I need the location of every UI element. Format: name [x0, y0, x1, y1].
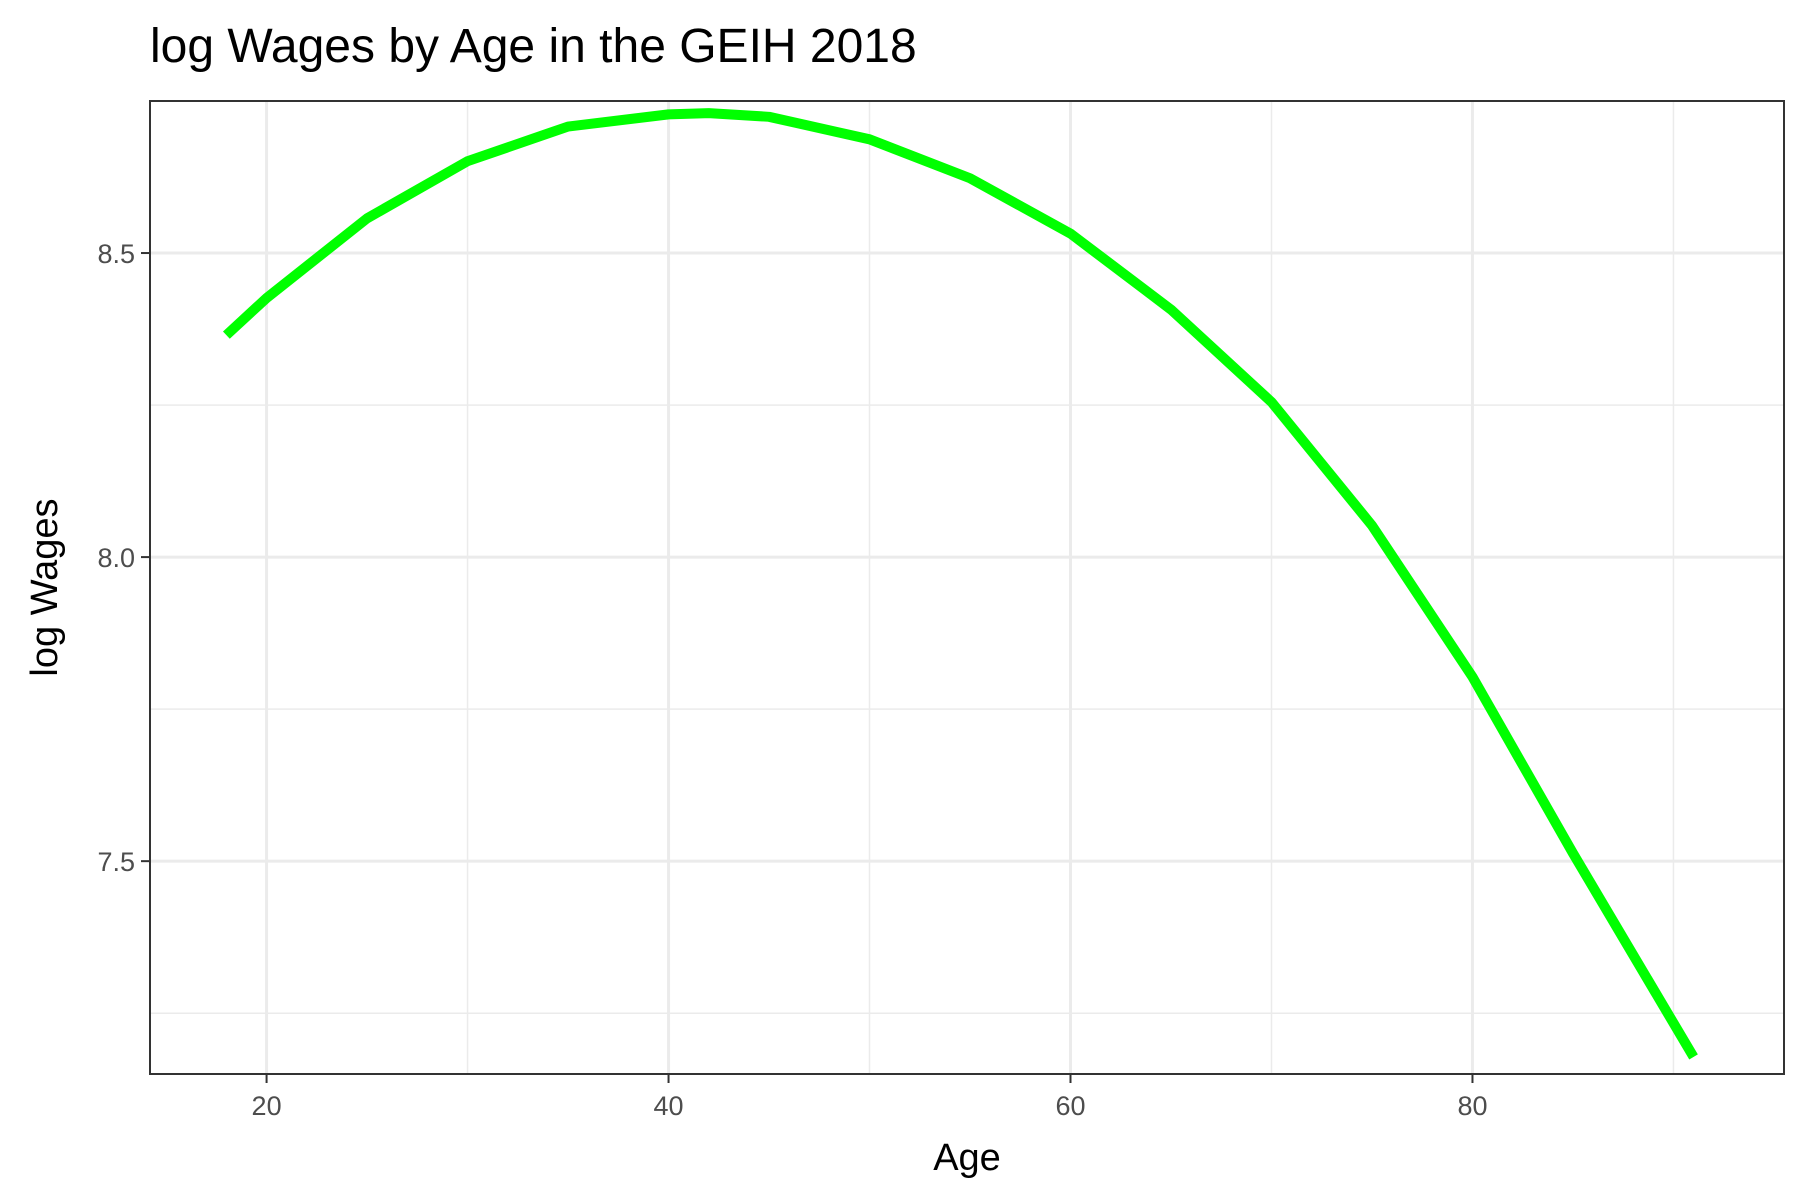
major-gridlines	[150, 101, 1784, 1074]
x-axis: 20 40 60 80	[252, 1074, 1487, 1121]
series-layer	[222, 108, 1698, 1060]
minor-gridlines	[150, 100, 1784, 1074]
chart-title: log Wages by Age in the GEIH 2018	[150, 20, 917, 73]
x-axis-title: Age	[933, 1137, 1001, 1179]
x-tick-label: 60	[1055, 1091, 1085, 1121]
x-tick-label: 40	[654, 1091, 684, 1121]
x-tick-label: 80	[1457, 1091, 1487, 1121]
y-tick-label: 7.5	[97, 847, 135, 877]
series-line	[222, 108, 1698, 1060]
y-tick-label: 8.0	[97, 543, 135, 573]
y-axis-title: log Wages	[24, 498, 66, 676]
x-tick-label: 20	[252, 1091, 282, 1121]
plot-panel-border	[149, 100, 1785, 1075]
y-tick-label: 8.5	[97, 239, 135, 269]
y-axis: 7.5 8.0 8.5	[97, 239, 150, 877]
